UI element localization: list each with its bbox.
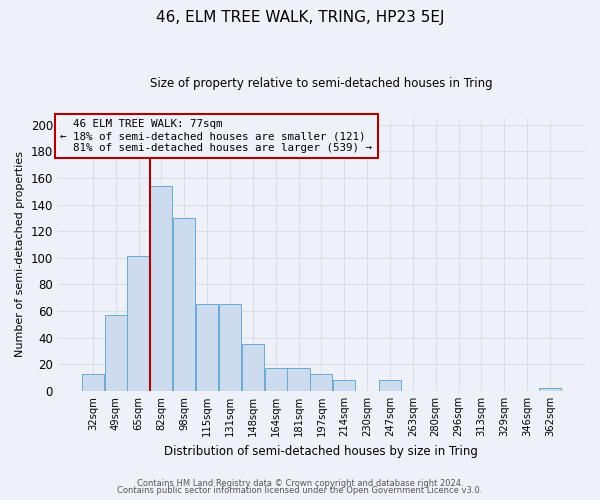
Bar — [539, 388, 561, 391]
Bar — [82, 374, 104, 391]
Bar — [287, 368, 310, 391]
Y-axis label: Number of semi-detached properties: Number of semi-detached properties — [15, 152, 25, 358]
Bar — [151, 186, 172, 391]
Bar — [333, 380, 355, 391]
Text: Contains public sector information licensed under the Open Government Licence v3: Contains public sector information licen… — [118, 486, 482, 495]
Bar — [242, 344, 264, 391]
Bar — [104, 315, 127, 391]
Text: 46, ELM TREE WALK, TRING, HP23 5EJ: 46, ELM TREE WALK, TRING, HP23 5EJ — [156, 10, 444, 25]
Title: Size of property relative to semi-detached houses in Tring: Size of property relative to semi-detach… — [150, 78, 493, 90]
Bar — [173, 218, 196, 391]
Bar — [127, 256, 149, 391]
Bar — [219, 304, 241, 391]
Bar — [265, 368, 287, 391]
Bar — [379, 380, 401, 391]
Bar — [196, 304, 218, 391]
Text: Contains HM Land Registry data © Crown copyright and database right 2024.: Contains HM Land Registry data © Crown c… — [137, 478, 463, 488]
Text: 46 ELM TREE WALK: 77sqm
← 18% of semi-detached houses are smaller (121)
  81% of: 46 ELM TREE WALK: 77sqm ← 18% of semi-de… — [61, 120, 373, 152]
Bar — [310, 374, 332, 391]
X-axis label: Distribution of semi-detached houses by size in Tring: Distribution of semi-detached houses by … — [164, 444, 478, 458]
